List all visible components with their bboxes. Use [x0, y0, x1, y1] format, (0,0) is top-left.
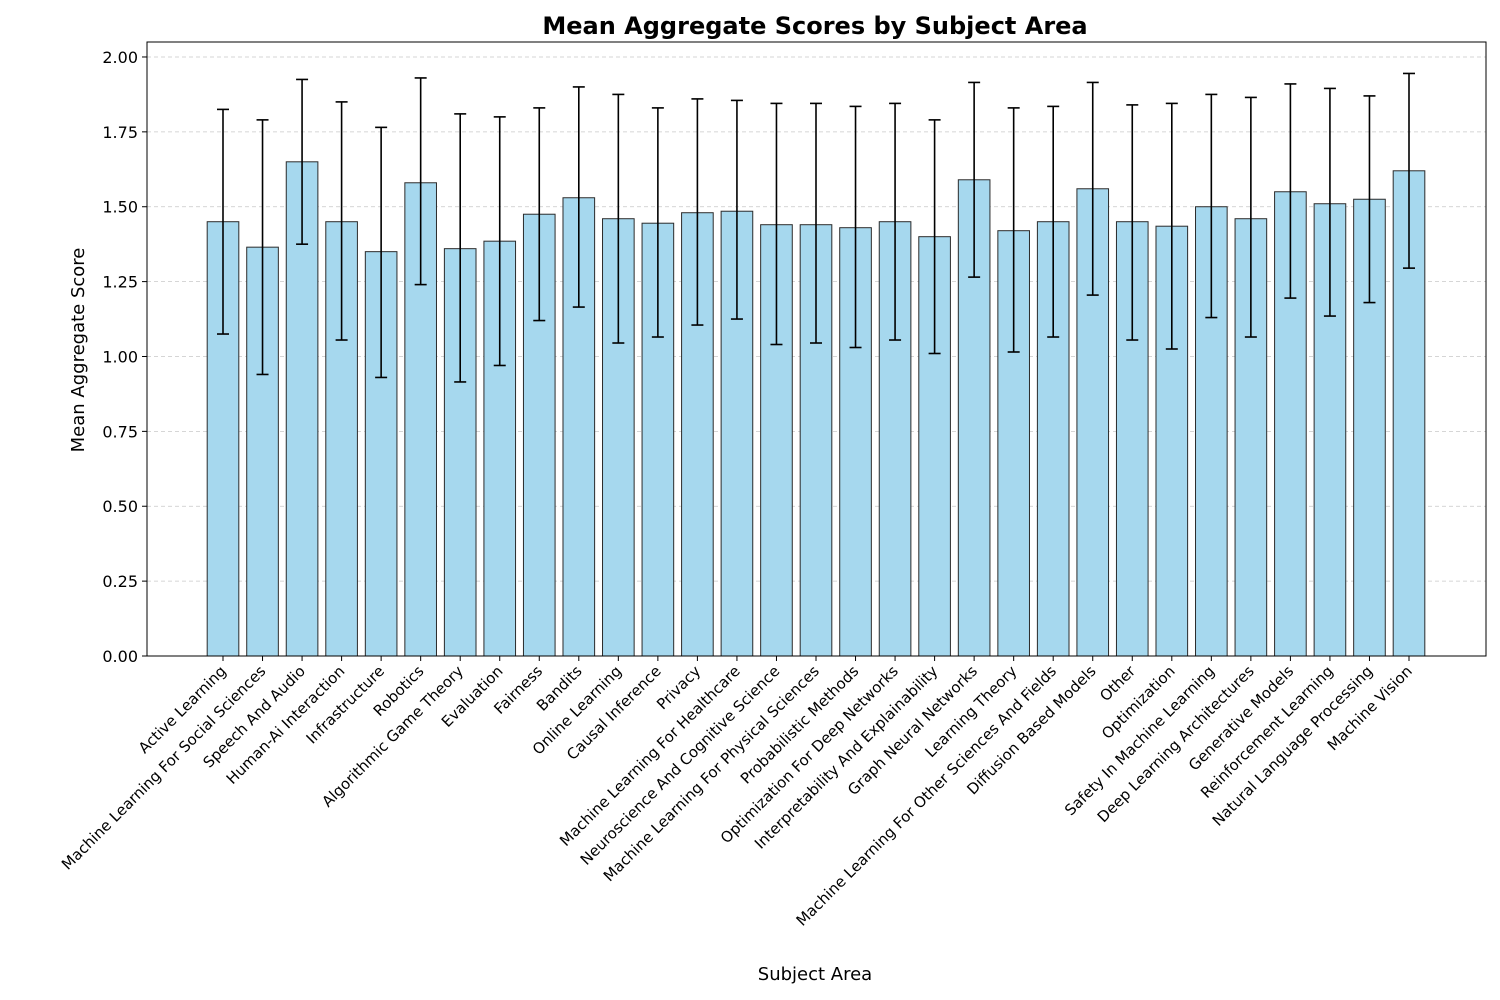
- y-tick-label: 1.50: [102, 198, 138, 217]
- y-tick-label: 0.00: [102, 647, 138, 666]
- y-axis-ticks: 0.00 0.25 0.50 0.75 1.00 1.25 1.50 1.75 2.00: [102, 48, 147, 666]
- y-tick-label: 1.25: [102, 273, 138, 292]
- y-tick-label: 1.00: [102, 347, 138, 366]
- y-tick-label: 1.75: [102, 123, 138, 142]
- error-bars: [217, 72, 1415, 383]
- y-tick-label: 0.75: [102, 422, 138, 441]
- y-tick-label: 0.50: [102, 497, 138, 516]
- y-tick-label: 0.25: [102, 572, 138, 591]
- y-axis-label: Mean Aggregate Score: [68, 248, 89, 453]
- y-tick-label: 2.00: [102, 48, 138, 67]
- chart-title: Mean Aggregate Scores by Subject Area: [542, 12, 1087, 40]
- x-axis-label: Subject Area: [758, 964, 872, 985]
